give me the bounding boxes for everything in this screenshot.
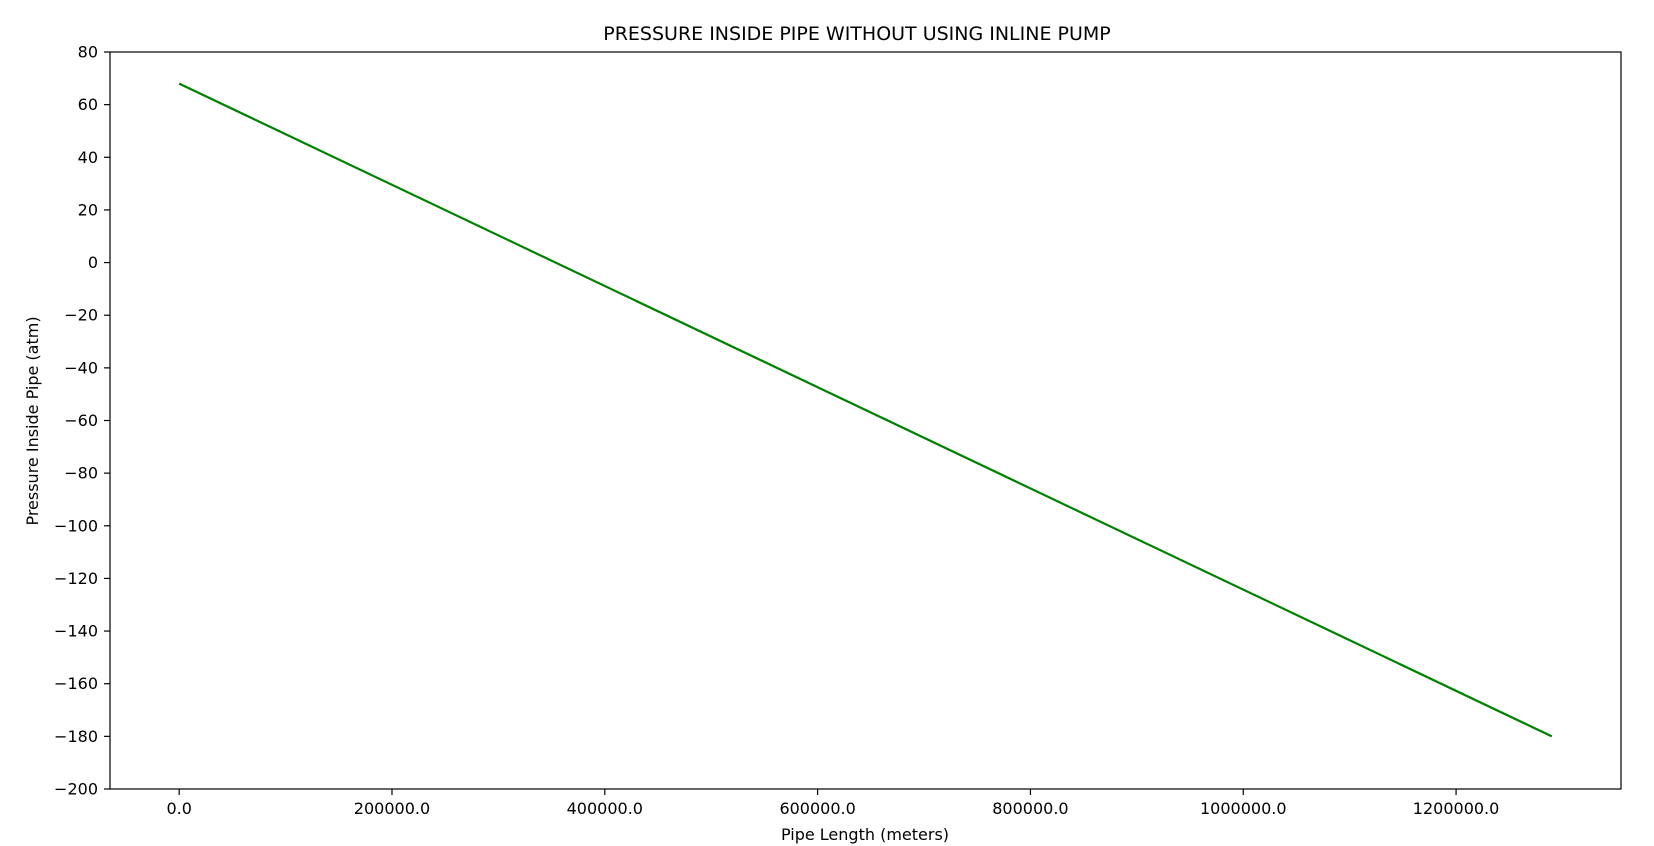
y-tick-label: 80 xyxy=(78,43,98,62)
x-tick-label: 800000.0 xyxy=(992,799,1068,818)
x-tick-label: 1000000.0 xyxy=(1200,799,1287,818)
y-tick-label: 40 xyxy=(78,148,98,167)
x-tick-label: 200000.0 xyxy=(354,799,430,818)
y-tick-label: −20 xyxy=(64,306,98,325)
y-tick-label: 20 xyxy=(78,200,98,219)
y-tick-label: 60 xyxy=(78,95,98,114)
x-axis-title: Pipe Length (meters) xyxy=(781,825,949,844)
y-tick-label: −120 xyxy=(54,569,98,588)
plot-area xyxy=(109,51,1622,790)
x-tick-label: 400000.0 xyxy=(567,799,643,818)
chart-title: PRESSURE INSIDE PIPE WITHOUT USING INLIN… xyxy=(603,23,1110,45)
y-tick-label: −140 xyxy=(54,622,98,641)
series-layer xyxy=(178,82,1553,738)
y-tick-label: −200 xyxy=(54,780,98,799)
y-tick-label: −100 xyxy=(54,516,98,535)
y-tick-label: −60 xyxy=(64,411,98,430)
y-tick-label: 0 xyxy=(88,253,98,272)
y-axis: 80 60 40 20 0 −20 −40 −60 −80 −100 −120 −140 −160 −18… xyxy=(54,43,110,799)
x-tick-label: 600000.0 xyxy=(779,799,855,818)
y-tick-label: −180 xyxy=(54,727,98,746)
y-axis-title: Pressure Inside Pipe (atm) xyxy=(23,316,42,525)
y-tick-label: −40 xyxy=(64,358,98,377)
y-tick-label: −160 xyxy=(54,674,98,693)
x-tick-label: 1200000.0 xyxy=(1413,799,1500,818)
x-tick-label: 0.0 xyxy=(166,799,191,818)
series-line-0 xyxy=(178,82,1553,738)
y-tick-label: −80 xyxy=(64,464,98,483)
x-axis: 0.0 200000.0 400000.0 600000.0 800000.0 10000… xyxy=(166,789,1499,818)
